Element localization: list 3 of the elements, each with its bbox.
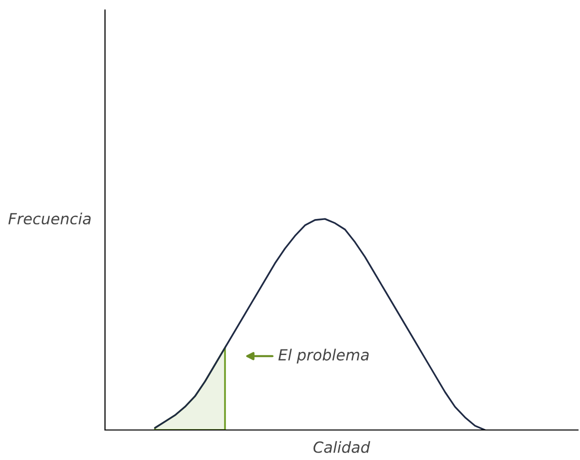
y-axis-title: Frecuencia [8,212,91,224]
annotation: El problema [278,348,369,364]
x-axis-title: Calidad [314,441,370,453]
